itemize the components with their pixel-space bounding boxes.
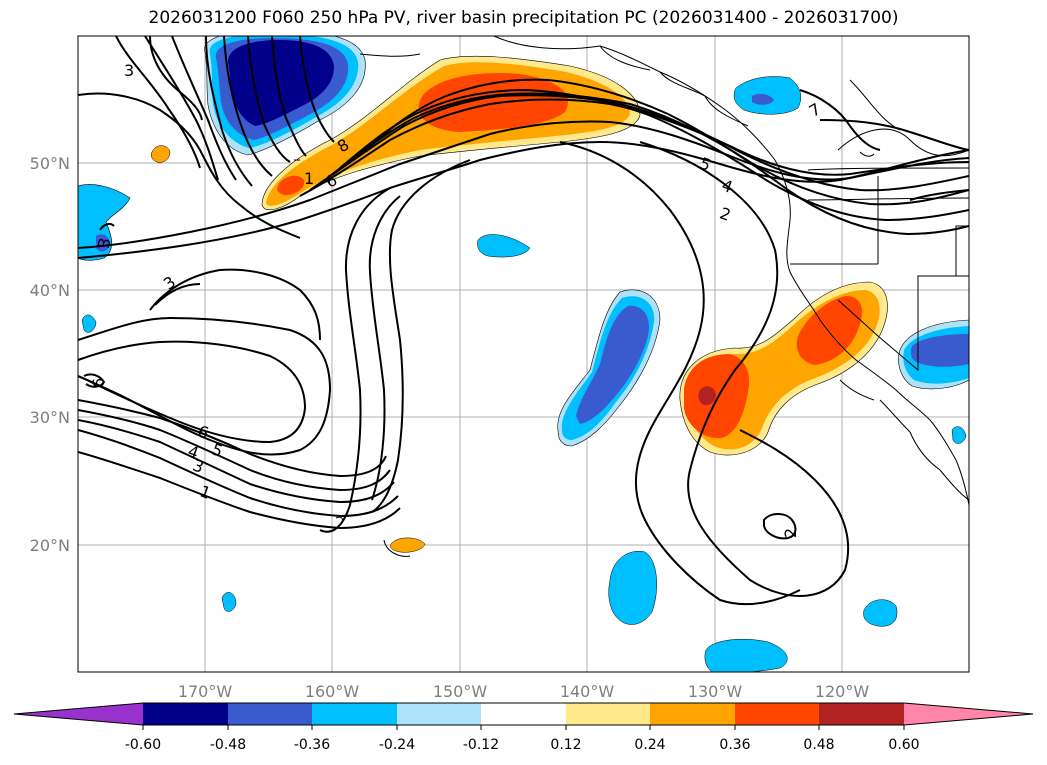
negative-pc-shading bbox=[78, 36, 969, 672]
colorbar-segment-2 bbox=[228, 703, 312, 725]
map-title: 2026031200 F060 250 hPa PV, river basin … bbox=[148, 8, 899, 28]
colorbar-tick-label: 0.24 bbox=[634, 737, 665, 753]
pv-label: 6 bbox=[89, 378, 108, 388]
colorbar-segment-5 bbox=[481, 703, 566, 725]
colorbar-segment-7 bbox=[650, 703, 735, 725]
latitude-labels: 50°N 40°N 30°N 20°N bbox=[30, 154, 70, 555]
pv-label: 1 bbox=[304, 169, 314, 188]
colorbar-tick-label: 0.60 bbox=[888, 737, 919, 753]
colorbar: -0.60 -0.48 -0.36 -0.24 -0.12 0.12 0.24 … bbox=[13, 702, 1034, 753]
colorbar-segment-1 bbox=[143, 703, 228, 725]
pv-label: 3 bbox=[94, 236, 114, 249]
colorbar-segment-9 bbox=[819, 703, 904, 725]
lon-label-160w: 160°W bbox=[305, 682, 360, 701]
colorbar-segment-10 bbox=[904, 703, 1033, 725]
lon-label-170w: 170°W bbox=[178, 682, 233, 701]
colorbar-segment-8 bbox=[735, 703, 819, 725]
map-plot-area: 3 8 1 6 5 4 2 7 3 6 3 6 5 4 3 1 2 bbox=[78, 36, 969, 672]
longitude-labels: 170°W 160°W 150°W 140°W 130°W 120°W bbox=[178, 682, 870, 701]
pv-contours bbox=[78, 36, 969, 606]
lat-label-20n: 20°N bbox=[30, 536, 70, 555]
colorbar-tick-label: -0.24 bbox=[379, 737, 415, 753]
colorbar-segment-0 bbox=[14, 703, 143, 725]
map-frame bbox=[77, 35, 970, 673]
lat-label-50n: 50°N bbox=[30, 154, 70, 173]
pv-label: 2 bbox=[781, 528, 800, 538]
colorbar-tick-label: 0.48 bbox=[803, 737, 834, 753]
colorbar-tick-label: -0.48 bbox=[210, 737, 246, 753]
colorbar-tick-label: 0.36 bbox=[719, 737, 750, 753]
lon-label-150w: 150°W bbox=[433, 682, 488, 701]
colorbar-segment-4 bbox=[397, 703, 481, 725]
lat-label-30n: 30°N bbox=[30, 408, 70, 427]
colorbar-tick-label: 0.12 bbox=[550, 737, 581, 753]
pv-label: 3 bbox=[124, 61, 134, 80]
colorbar-tick-label: -0.12 bbox=[463, 737, 499, 753]
lon-label-130w: 130°W bbox=[688, 682, 743, 701]
colorbar-tick-label: -0.36 bbox=[294, 737, 330, 753]
lon-label-120w: 120°W bbox=[815, 682, 870, 701]
colorbar-segment-3 bbox=[312, 703, 397, 725]
colorbar-tick-label: -0.60 bbox=[125, 737, 161, 753]
lat-label-40n: 40°N bbox=[30, 281, 70, 300]
colorbar-segment-6 bbox=[566, 703, 650, 725]
lon-label-140w: 140°W bbox=[560, 682, 615, 701]
